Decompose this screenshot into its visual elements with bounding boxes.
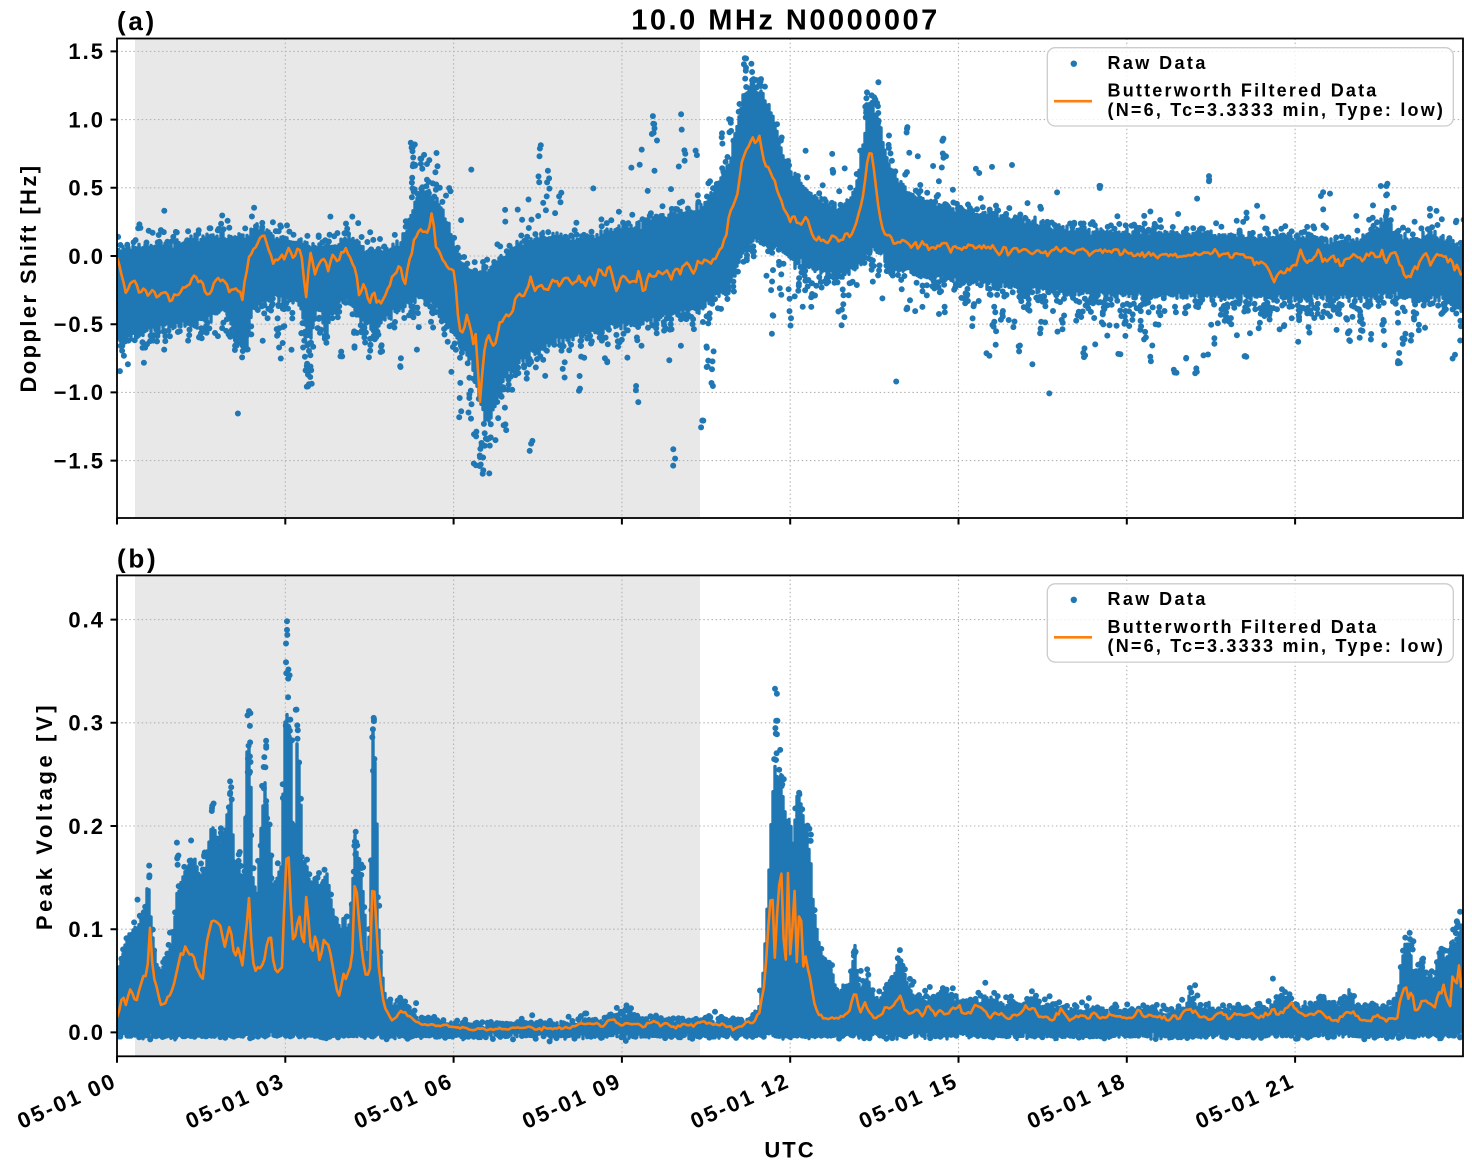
svg-text:UTC: UTC <box>764 1138 815 1163</box>
svg-text:(N=6, Tc=3.3333 min, Type: low: (N=6, Tc=3.3333 min, Type: low) <box>1108 100 1446 120</box>
svg-text:10.0 MHz N0000007: 10.0 MHz N0000007 <box>631 5 940 37</box>
svg-text:Raw Data: Raw Data <box>1108 53 1208 73</box>
svg-text:0.0: 0.0 <box>68 1020 105 1045</box>
svg-text:(N=6, Tc=3.3333 min, Type: low: (N=6, Tc=3.3333 min, Type: low) <box>1108 636 1446 656</box>
svg-text:−1.5: −1.5 <box>54 448 105 473</box>
svg-text:Doppler Shift [Hz]: Doppler Shift [Hz] <box>16 164 41 393</box>
svg-text:1.5: 1.5 <box>68 39 105 64</box>
svg-text:−0.5: −0.5 <box>54 312 105 337</box>
svg-text:0.3: 0.3 <box>68 711 105 736</box>
svg-text:0.0: 0.0 <box>68 244 105 269</box>
svg-text:0.2: 0.2 <box>68 814 105 839</box>
svg-text:(a): (a) <box>117 6 157 36</box>
svg-text:0.4: 0.4 <box>68 607 105 632</box>
svg-text:0.5: 0.5 <box>68 176 105 201</box>
svg-text:Butterworth Filtered Data: Butterworth Filtered Data <box>1108 617 1379 637</box>
svg-text:(b): (b) <box>117 544 158 574</box>
svg-text:−1.0: −1.0 <box>54 380 105 405</box>
svg-text:0.1: 0.1 <box>68 917 105 942</box>
svg-text:Butterworth Filtered Data: Butterworth Filtered Data <box>1108 81 1379 101</box>
svg-text:Raw Data: Raw Data <box>1108 589 1208 609</box>
svg-text:Peak Voltage [V]: Peak Voltage [V] <box>32 702 57 930</box>
svg-text:1.0: 1.0 <box>68 107 105 132</box>
